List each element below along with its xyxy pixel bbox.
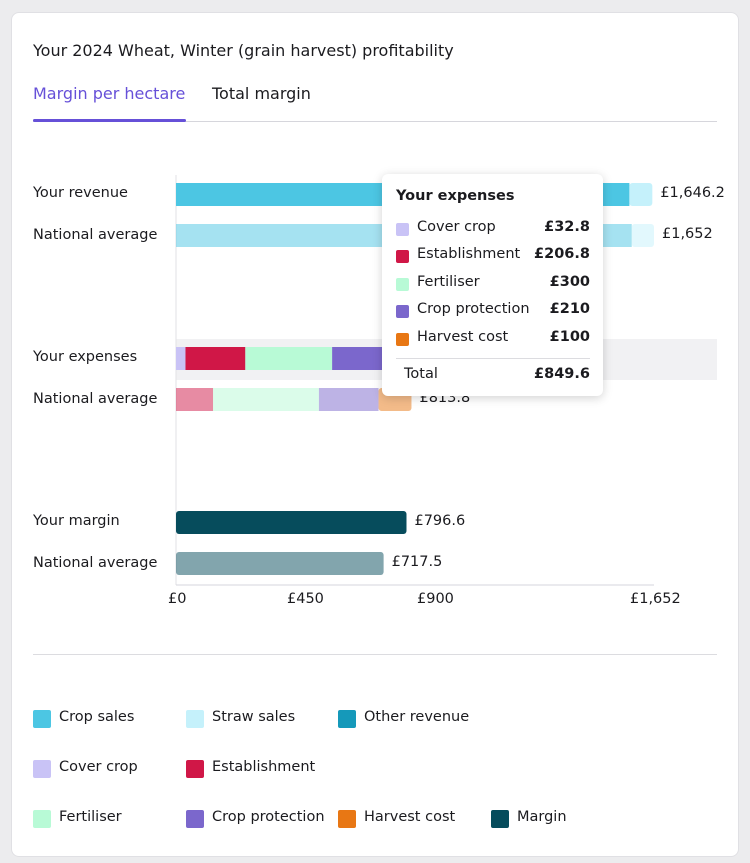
row-label-your-revenue: Your revenue xyxy=(33,185,128,201)
row-label-national-average-expenses: National average xyxy=(33,391,158,407)
legend-swatch xyxy=(338,810,356,828)
tooltip-item-value: £32.8 xyxy=(544,219,590,235)
tooltip-separator xyxy=(396,358,590,359)
legend-label: Cover crop xyxy=(59,759,138,775)
tooltip-item-value: £100 xyxy=(549,329,590,345)
legend-swatch xyxy=(33,760,51,778)
legend-label: Establishment xyxy=(212,759,316,775)
tooltip-row-establishment: Establishment £206.8 xyxy=(396,246,590,266)
tooltip-swatch xyxy=(396,333,409,346)
x-tick-label: £1,652 xyxy=(630,591,681,607)
tab-bar: Margin per hectare Total margin xyxy=(33,84,717,122)
x-tick-label: £0 xyxy=(168,591,187,607)
tooltip-swatch xyxy=(396,278,409,291)
legend-label: Other revenue xyxy=(364,709,470,725)
x-tick-label: £900 xyxy=(417,591,454,607)
tooltip-row-harvest-cost: Harvest cost £100 xyxy=(396,329,590,349)
legend-label: Straw sales xyxy=(212,709,296,725)
legend-swatch xyxy=(186,710,204,728)
x-tick-label: £450 xyxy=(287,591,324,607)
tab-margin-per-hectare[interactable]: Margin per hectare xyxy=(33,84,186,103)
tooltip-row-fertiliser: Fertiliser £300 xyxy=(396,274,590,294)
legend-swatch xyxy=(33,810,51,828)
active-tab-indicator xyxy=(33,119,186,122)
legend-label: Crop sales xyxy=(59,709,135,725)
bar-segment-crop-protection[interactable] xyxy=(332,347,393,370)
tab-total-margin[interactable]: Total margin xyxy=(212,84,311,103)
bar-segment-margin[interactable] xyxy=(176,552,384,575)
legend-label: Fertiliser xyxy=(59,809,122,825)
legend-swatch xyxy=(186,810,204,828)
bar-segment-fertiliser[interactable] xyxy=(245,347,333,370)
tooltip-item-name: Establishment xyxy=(417,246,521,262)
legend-swatch xyxy=(491,810,509,828)
tooltip-item-name: Fertiliser xyxy=(417,274,480,290)
row-label-your-margin: Your margin xyxy=(33,513,120,529)
legend-swatch xyxy=(33,710,51,728)
tooltip-row-crop-protection: Crop protection £210 xyxy=(396,301,590,321)
bar-segment-cover-crop[interactable] xyxy=(176,347,186,370)
legend-label: Margin xyxy=(517,809,567,825)
legend-swatch xyxy=(186,760,204,778)
tooltip-swatch xyxy=(396,305,409,318)
legend-divider xyxy=(33,654,717,655)
bar-segment-fertiliser[interactable] xyxy=(213,388,319,411)
row-label-national-average-margin: National average xyxy=(33,555,158,571)
row-label-national-average-revenue: National average xyxy=(33,227,158,243)
bar-segment-establishment[interactable] xyxy=(185,347,246,370)
page-title: Your 2024 Wheat, Winter (grain harvest) … xyxy=(33,41,454,60)
bar-value-label: £1,652 xyxy=(662,226,713,242)
bar-value-label: £1,646.2 xyxy=(660,185,725,201)
legend-swatch xyxy=(338,710,356,728)
legend-label: Harvest cost xyxy=(364,809,456,825)
expenses-tooltip: Your expenses Cover crop £32.8 Establish… xyxy=(382,174,603,396)
tooltip-total-value: £849.6 xyxy=(534,366,590,382)
tooltip-item-value: £300 xyxy=(549,274,590,290)
tooltip-item-value: £210 xyxy=(549,301,590,317)
bar-segment-establishment[interactable] xyxy=(176,388,214,411)
tooltip-total-label: Total xyxy=(404,366,438,382)
tooltip-swatch xyxy=(396,250,409,263)
row-label-your-expenses: Your expenses xyxy=(33,349,138,365)
tooltip-swatch xyxy=(396,223,409,236)
tooltip-item-name: Harvest cost xyxy=(417,329,509,345)
bar-segment-crop-protection[interactable] xyxy=(318,388,379,411)
tooltip-row-cover-crop: Cover crop £32.8 xyxy=(396,219,590,239)
bar-segment-straw-sales[interactable] xyxy=(629,183,653,206)
legend-label: Crop protection xyxy=(212,809,325,825)
profitability-card xyxy=(11,12,739,857)
bar-value-label: £717.5 xyxy=(391,554,443,570)
bar-segment-margin[interactable] xyxy=(176,511,407,534)
tooltip-title: Your expenses xyxy=(396,188,515,204)
bar-segment-straw-sales[interactable] xyxy=(631,224,654,247)
bar-value-label: £796.6 xyxy=(414,513,466,529)
tooltip-item-name: Cover crop xyxy=(417,219,496,235)
tooltip-item-name: Crop protection xyxy=(417,301,530,317)
tooltip-item-value: £206.8 xyxy=(534,246,590,262)
